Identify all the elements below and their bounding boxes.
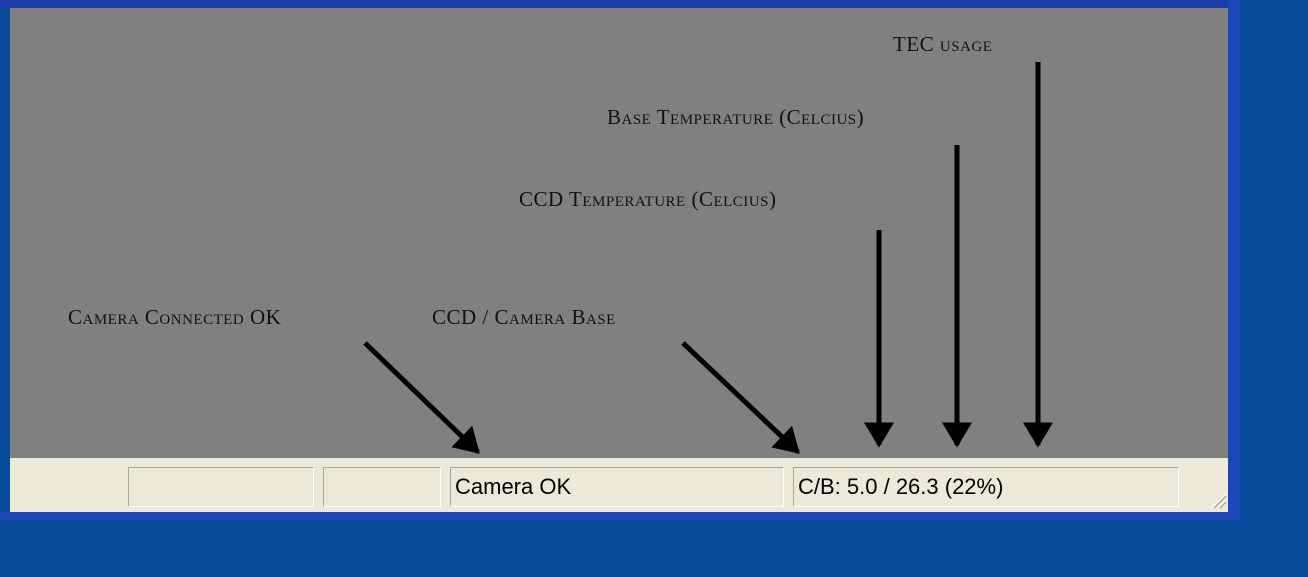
- status-panel: Camera OK: [450, 467, 784, 507]
- window-bottom-border: [0, 512, 1240, 520]
- arrow: [363, 341, 480, 454]
- annotation: CCD / Camera Base: [432, 305, 616, 329]
- resize-grip: [1211, 493, 1227, 509]
- client-area: [10, 8, 1228, 458]
- status-panel: C/B: 5.0 / 26.3 (22%): [793, 467, 1179, 507]
- annotation: TEC usage: [893, 32, 993, 56]
- arrow: [681, 341, 800, 454]
- window-right-border: [1228, 0, 1240, 520]
- status-panel: [323, 467, 441, 507]
- annotation: Base Temperature (Celcius): [607, 105, 865, 129]
- annotation: Camera Connected OK: [68, 305, 282, 329]
- window-top-border: [0, 0, 1240, 8]
- annotation: CCD Temperature (Celcius): [519, 187, 777, 211]
- status-panel: [128, 467, 314, 507]
